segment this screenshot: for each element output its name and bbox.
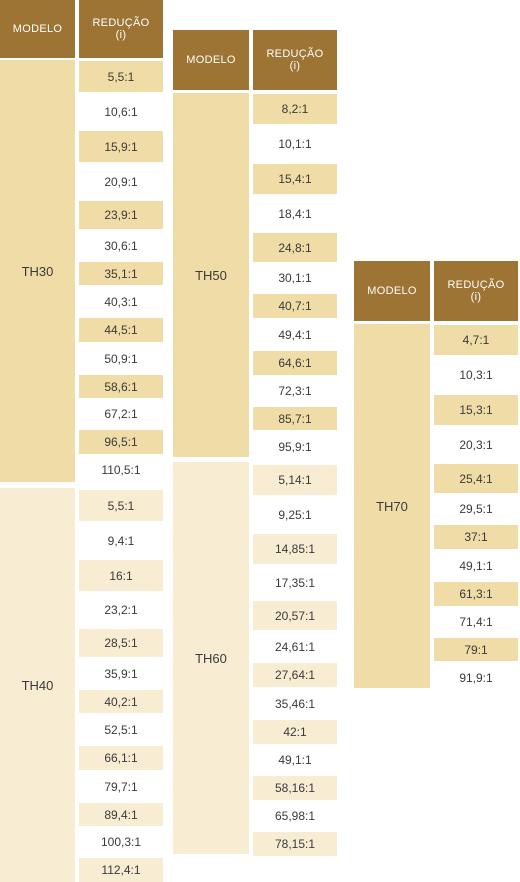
model-cell-th30: TH30 <box>0 60 75 482</box>
ratio-cell: 27,64:1 <box>253 663 337 687</box>
ratio-cell: 42:1 <box>253 720 337 744</box>
ratio-cell: 40,3:1 <box>79 288 163 315</box>
ratio-cell: 78,15:1 <box>253 832 337 856</box>
ratio-cell: 64,6:1 <box>253 351 337 375</box>
model-cell-th40: TH40 <box>0 488 75 882</box>
ratio-cell: 85,7:1 <box>253 407 337 430</box>
model-cell-th50: TH50 <box>173 93 249 457</box>
ratio-cell: 9,4:1 <box>79 524 163 557</box>
ratio-cell: 20,57:1 <box>253 601 337 630</box>
header-modelo: MODELO <box>173 30 249 90</box>
ratio-cell: 5,5:1 <box>79 490 163 521</box>
ratio-cell: 58,16:1 <box>253 776 337 800</box>
ratio-cell: 35,1:1 <box>79 262 163 285</box>
header-modelo: MODELO <box>0 0 75 58</box>
ratio-cell: 91,9:1 <box>434 664 518 691</box>
ratio-cell: 37:1 <box>434 525 518 549</box>
ratio-cell: 15,4:1 <box>253 164 337 194</box>
ratio-cell: 8,2:1 <box>253 94 337 124</box>
ratio-cell: 10,1:1 <box>253 127 337 161</box>
header-reducao: REDUÇÃO (i) <box>79 0 163 58</box>
ratio-cell: 28,5:1 <box>79 629 163 657</box>
ratio-cell: 24,8:1 <box>253 233 337 262</box>
ratio-cell: 79,7:1 <box>79 773 163 800</box>
ratio-cell: 61,3:1 <box>434 582 518 606</box>
header-reducao: REDUÇÃO (i) <box>434 261 518 321</box>
ratio-cell: 15,9:1 <box>79 131 163 162</box>
ratio-cell: 72,3:1 <box>253 378 337 404</box>
header-reducao: REDUÇÃO (i) <box>253 30 337 90</box>
ratio-cell: 20,3:1 <box>434 428 518 461</box>
ratio-cell: 9,25:1 <box>253 498 337 531</box>
ratio-cell: 30,6:1 <box>79 232 163 259</box>
ratio-cell: 15,3:1 <box>434 395 518 425</box>
ratio-cell: 79:1 <box>434 638 518 661</box>
ratio-cell: 29,5:1 <box>434 496 518 522</box>
ratio-cell: 58,6:1 <box>79 375 163 398</box>
ratio-cell: 67,2:1 <box>79 401 163 427</box>
ratio-cell: 112,4:1 <box>79 858 163 882</box>
ratio-cell: 66,1:1 <box>79 746 163 770</box>
ratio-cell: 50,9:1 <box>79 345 163 372</box>
ratio-cell: 30,1:1 <box>253 265 337 291</box>
ratio-cell: 35,9:1 <box>79 660 163 687</box>
ratio-cell: 20,9:1 <box>79 165 163 198</box>
ratio-cell: 5,5:1 <box>79 61 163 92</box>
model-cell-th60: TH60 <box>173 462 249 854</box>
ratio-cell: 100,3:1 <box>79 829 163 855</box>
ratio-cell: 23,9:1 <box>79 201 163 229</box>
ratio-cell: 14,85:1 <box>253 534 337 564</box>
ratio-cell: 24,61:1 <box>253 633 337 660</box>
ratio-cell: 49,4:1 <box>253 321 337 348</box>
header-modelo: MODELO <box>354 261 430 321</box>
ratio-cell: 23,2:1 <box>79 594 163 626</box>
ratio-cell: 17,35:1 <box>253 567 337 598</box>
ratio-cell: 49,1:1 <box>253 747 337 773</box>
ratio-cell: 71,4:1 <box>434 609 518 635</box>
ratio-cell: 16:1 <box>79 560 163 591</box>
ratio-cell: 110,5:1 <box>79 457 163 483</box>
ratio-cell: 52,5:1 <box>79 716 163 743</box>
ratio-cell: 95,9:1 <box>253 433 337 460</box>
ratio-cell: 10,6:1 <box>79 95 163 128</box>
ratio-cell: 65,98:1 <box>253 803 337 829</box>
ratio-cell: 96,5:1 <box>79 430 163 454</box>
ratio-cell: 25,4:1 <box>434 464 518 493</box>
ratio-cell: 35,46:1 <box>253 690 337 717</box>
ratio-cell: 10,3:1 <box>434 358 518 392</box>
model-cell-th70: TH70 <box>354 324 430 688</box>
ratio-cell: 18,4:1 <box>253 197 337 230</box>
ratio-cell: 44,5:1 <box>79 318 163 342</box>
ratio-cell: 49,1:1 <box>434 552 518 579</box>
ratio-cell: 40,2:1 <box>79 690 163 713</box>
ratio-cell: 40,7:1 <box>253 294 337 318</box>
ratio-cell: 5,14:1 <box>253 465 337 495</box>
ratio-cell: 4,7:1 <box>434 325 518 355</box>
ratio-cell: 89,4:1 <box>79 803 163 826</box>
